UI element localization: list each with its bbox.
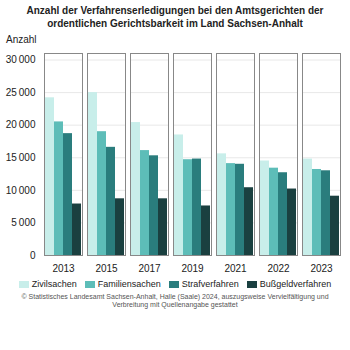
svg-text:15 000: 15 000 [6, 152, 36, 163]
svg-text:0: 0 [30, 250, 36, 261]
svg-text:2015: 2015 [95, 263, 118, 274]
html-text:Anzahl: Anzahl [6, 34, 37, 45]
html-text:Bußgeldverfahren: Bußgeldverfahren [259, 279, 332, 289]
svg-text:30 000: 30 000 [6, 54, 36, 65]
svg-text:2013: 2013 [52, 263, 75, 274]
svg-text:20 000: 20 000 [6, 119, 36, 130]
html-text:Strafverfahren: Strafverfahren [181, 279, 239, 289]
html-text:© Statistisches Landesamt Sach: © Statistisches Landesamt Sachsen-Anhalt… [21, 293, 329, 309]
html-text:Familiensachen: Familiensachen [97, 279, 161, 289]
svg-text:10 000: 10 000 [6, 185, 36, 196]
html-text:Zivilsachen: Zivilsachen [31, 279, 77, 289]
svg-text:2017: 2017 [138, 263, 161, 274]
html-text:Anzahl der Verfahrenserledigun: Anzahl der Verfahrenserledigungen bei de… [26, 5, 324, 29]
svg-text:2023: 2023 [310, 263, 333, 274]
svg-text:2019: 2019 [181, 263, 204, 274]
svg-text:2022: 2022 [267, 263, 290, 274]
svg-text:5 000: 5 000 [11, 217, 36, 228]
svg-text:25 000: 25 000 [6, 87, 36, 98]
svg-text:2021: 2021 [224, 263, 247, 274]
